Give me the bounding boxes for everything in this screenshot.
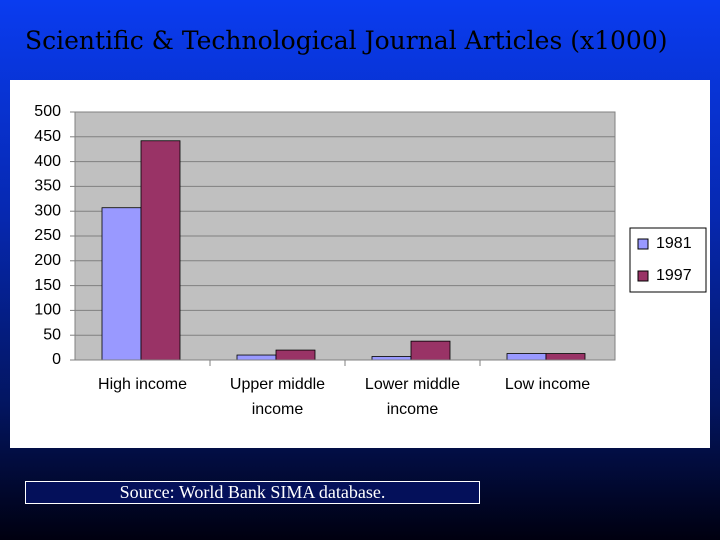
y-tick-label: 250 bbox=[34, 227, 61, 244]
y-tick-label: 0 bbox=[52, 351, 61, 368]
y-tick-label: 400 bbox=[34, 153, 61, 170]
source-note: Source: World Bank SIMA database. bbox=[25, 481, 480, 504]
bar bbox=[371, 356, 412, 361]
x-tick-label: Low income bbox=[504, 376, 591, 393]
y-tick-label: 50 bbox=[43, 326, 61, 343]
y-tick-label: 100 bbox=[34, 302, 61, 319]
bar bbox=[140, 140, 181, 361]
bar bbox=[410, 340, 451, 361]
legend-swatch bbox=[637, 270, 649, 282]
y-tick-label: 150 bbox=[34, 277, 61, 294]
bar bbox=[236, 354, 277, 361]
legend-label: 1997 bbox=[656, 267, 692, 284]
y-tick-label: 450 bbox=[34, 128, 61, 145]
x-tick-label: High income bbox=[98, 376, 187, 393]
x-tick-label: Lower middle income bbox=[364, 376, 461, 418]
y-tick-label: 350 bbox=[34, 178, 61, 195]
legend-label: 1981 bbox=[656, 235, 692, 252]
y-tick-label: 500 bbox=[34, 103, 61, 120]
slide-title: Scientific & Technological Journal Artic… bbox=[25, 26, 668, 55]
y-tick-label: 200 bbox=[34, 252, 61, 269]
bar bbox=[275, 349, 316, 361]
bar bbox=[545, 353, 586, 361]
legend-swatch bbox=[637, 238, 649, 250]
chart: 0 50 100 150 200 250 300 350 400 450 500 1981 1997 bbox=[34, 103, 707, 368]
bar bbox=[506, 353, 547, 361]
y-tick-label: 300 bbox=[34, 202, 61, 219]
chart-panel: 0 50 100 150 200 250 300 350 400 450 500 1981 1997 H… bbox=[10, 80, 710, 448]
bar bbox=[101, 207, 142, 361]
x-tick-label: Upper middle income bbox=[229, 376, 326, 418]
